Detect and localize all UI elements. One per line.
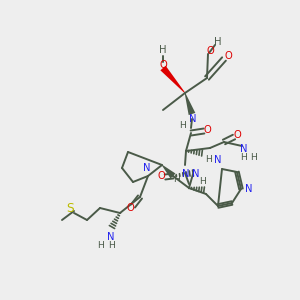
Text: H: H: [214, 37, 222, 47]
Text: H: H: [200, 176, 206, 185]
Text: O: O: [203, 125, 211, 135]
Text: N: N: [240, 144, 248, 154]
Text: H: H: [109, 242, 116, 250]
Text: N: N: [189, 114, 197, 124]
Text: N: N: [182, 169, 190, 179]
Text: N: N: [107, 232, 115, 242]
Text: O: O: [126, 203, 134, 213]
Text: H: H: [180, 121, 186, 130]
Polygon shape: [162, 165, 176, 178]
Text: O: O: [224, 51, 232, 61]
Text: O: O: [233, 130, 241, 140]
Text: N: N: [192, 169, 200, 179]
Text: N: N: [214, 155, 222, 165]
Text: H: H: [174, 176, 180, 184]
Text: H: H: [241, 154, 248, 163]
Polygon shape: [160, 66, 185, 93]
Text: H: H: [250, 152, 257, 161]
Polygon shape: [185, 93, 195, 115]
Text: S: S: [66, 202, 74, 215]
Text: N: N: [245, 184, 253, 194]
Text: O: O: [159, 60, 167, 70]
Text: H: H: [159, 45, 167, 55]
Text: N: N: [143, 163, 151, 173]
Text: O: O: [157, 171, 165, 181]
Text: H: H: [206, 155, 212, 164]
Text: O: O: [206, 46, 214, 56]
Text: H: H: [98, 241, 104, 250]
